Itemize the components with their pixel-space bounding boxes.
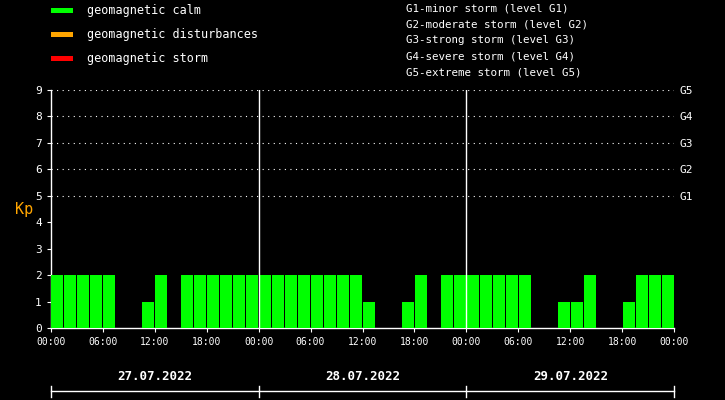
Bar xyxy=(298,275,310,328)
Bar xyxy=(571,302,583,328)
Bar xyxy=(65,275,76,328)
Bar xyxy=(77,275,89,328)
Bar xyxy=(51,8,72,13)
Bar xyxy=(480,275,492,328)
Bar xyxy=(519,275,531,328)
Bar xyxy=(506,275,518,328)
Bar xyxy=(272,275,284,328)
Bar xyxy=(194,275,206,328)
Bar xyxy=(454,275,466,328)
Bar xyxy=(51,56,72,61)
Bar xyxy=(233,275,245,328)
Bar xyxy=(363,302,375,328)
Y-axis label: Kp: Kp xyxy=(14,202,33,216)
Bar xyxy=(220,275,232,328)
Bar xyxy=(441,275,453,328)
Bar xyxy=(467,275,479,328)
Text: 27.07.2022: 27.07.2022 xyxy=(117,370,192,383)
Text: G1-minor storm (level G1): G1-minor storm (level G1) xyxy=(406,4,568,14)
Bar xyxy=(311,275,323,328)
Text: G2-moderate storm (level G2): G2-moderate storm (level G2) xyxy=(406,19,588,29)
Bar xyxy=(142,302,154,328)
Bar xyxy=(636,275,648,328)
Bar xyxy=(285,275,297,328)
Bar xyxy=(493,275,505,328)
Bar xyxy=(51,275,63,328)
Bar xyxy=(402,302,414,328)
Bar xyxy=(90,275,102,328)
Bar xyxy=(558,302,570,328)
Bar xyxy=(51,32,72,37)
Bar xyxy=(259,275,271,328)
Bar xyxy=(623,302,635,328)
Bar xyxy=(584,275,596,328)
Bar xyxy=(103,275,115,328)
Text: G4-severe storm (level G4): G4-severe storm (level G4) xyxy=(406,51,575,61)
Text: 28.07.2022: 28.07.2022 xyxy=(325,370,400,383)
Bar xyxy=(649,275,660,328)
Bar xyxy=(246,275,258,328)
Text: geomagnetic calm: geomagnetic calm xyxy=(87,4,201,17)
Text: G3-strong storm (level G3): G3-strong storm (level G3) xyxy=(406,35,575,45)
Bar xyxy=(337,275,349,328)
Text: geomagnetic disturbances: geomagnetic disturbances xyxy=(87,28,258,41)
Bar xyxy=(415,275,427,328)
Bar xyxy=(155,275,167,328)
Bar xyxy=(207,275,219,328)
Text: geomagnetic storm: geomagnetic storm xyxy=(87,52,208,65)
Bar xyxy=(662,275,674,328)
Bar xyxy=(181,275,193,328)
Bar xyxy=(324,275,336,328)
Bar xyxy=(350,275,362,328)
Text: 29.07.2022: 29.07.2022 xyxy=(533,370,608,383)
Text: G5-extreme storm (level G5): G5-extreme storm (level G5) xyxy=(406,67,581,77)
